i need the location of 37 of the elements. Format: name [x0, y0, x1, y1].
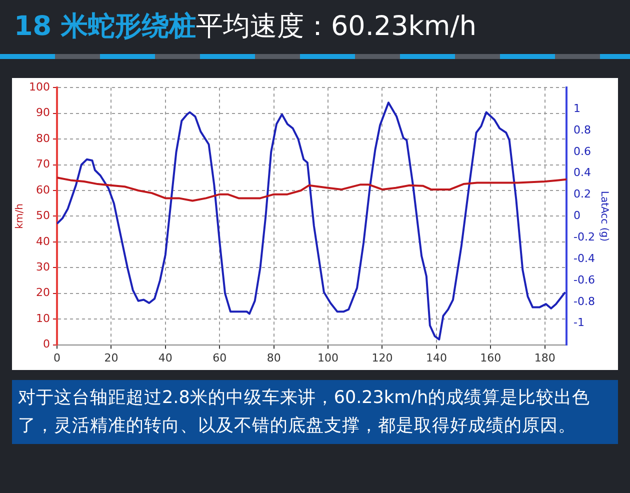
y-tick-label: 50	[36, 209, 50, 222]
x-tick-label: 0	[53, 351, 60, 364]
y2-tick-label: 0.4	[574, 166, 592, 180]
x-tick-label: 180	[534, 351, 556, 364]
y2-tick-label: -0.4	[574, 252, 596, 265]
y2-tick-label: -1	[574, 316, 585, 330]
y-tick-label: 60	[36, 183, 50, 196]
y2-tick-label: 0.6	[574, 144, 592, 158]
x-tick-label: 40	[158, 351, 172, 364]
y2-tick-label: -0.2	[574, 230, 596, 244]
y2-tick-label: -0.6	[574, 273, 596, 286]
y2-tick-label: -0.8	[574, 294, 596, 308]
x-tick-label: 140	[426, 351, 447, 364]
y2-tick-label: 1	[574, 102, 581, 115]
y-tick-label: 40	[36, 234, 50, 248]
text: 对于这台轴距超过2.8米的中级车来讲，60.23km/h的成绩算是比较出色了，灵活精准的转向、以及不错的底盘支撑，都是取得好成绩的原因。	[18, 387, 592, 438]
y2-tick-label: 0.2	[574, 188, 592, 201]
y-tick-label: 80	[36, 132, 50, 145]
chart-subtitle: 平均速度：60.23km/h	[196, 11, 476, 42]
x-tick-label: 100	[318, 351, 339, 364]
y2-axis-title: LatAcc (g)	[598, 190, 610, 242]
x-tick-label: 160	[480, 351, 502, 364]
y-tick-label: 30	[36, 260, 50, 274]
y-axis-title: km/h	[14, 204, 26, 229]
y-tick-label: 70	[36, 158, 50, 171]
x-tick-label: 80	[266, 351, 281, 364]
y-tick-label: 100	[28, 80, 50, 94]
y2-tick-label: 0	[574, 209, 581, 222]
x-tick-label: 60	[212, 351, 227, 364]
x-tick-label: 20	[104, 351, 118, 364]
y2-tick-label: 0.8	[574, 123, 592, 136]
x-tick-label: 120	[372, 351, 393, 364]
y-tick-label: 10	[36, 312, 50, 325]
y-tick-label: 20	[36, 286, 50, 300]
y-tick-label: 90	[36, 106, 50, 120]
y-tick-label: 0	[42, 338, 50, 351]
chart-title: 18 米蛇形绕桩	[14, 11, 196, 42]
